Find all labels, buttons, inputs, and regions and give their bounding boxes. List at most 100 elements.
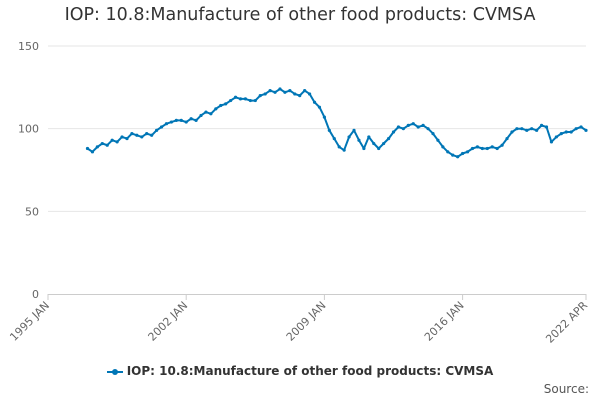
data-point[interactable] [500, 143, 504, 147]
data-point[interactable] [248, 98, 252, 103]
data-point[interactable] [327, 128, 331, 132]
data-point[interactable] [535, 128, 539, 132]
data-point[interactable] [495, 146, 499, 151]
data-point[interactable] [372, 141, 376, 146]
data-point[interactable] [169, 120, 173, 124]
data-point[interactable] [293, 92, 297, 96]
data-point[interactable] [214, 107, 218, 111]
data-point[interactable] [110, 138, 114, 142]
data-point[interactable] [421, 123, 425, 127]
data-point[interactable] [559, 132, 563, 136]
data-point[interactable] [209, 112, 213, 116]
data-point[interactable] [278, 87, 282, 91]
data-point[interactable] [357, 138, 361, 142]
data-point[interactable] [416, 125, 420, 129]
data-point[interactable] [436, 138, 440, 142]
data-point[interactable] [564, 130, 568, 134]
data-point[interactable] [342, 148, 346, 152]
data-point[interactable] [574, 127, 578, 131]
data-point[interactable] [406, 123, 410, 127]
data-point[interactable] [154, 128, 159, 132]
data-point[interactable] [431, 132, 435, 136]
data-point[interactable] [386, 136, 391, 141]
data-point[interactable] [475, 145, 480, 149]
data-point[interactable] [229, 98, 233, 103]
data-point[interactable] [204, 110, 208, 114]
data-point[interactable] [490, 145, 494, 149]
data-point[interactable] [135, 133, 139, 137]
data-point[interactable] [253, 98, 257, 103]
data-point[interactable] [115, 140, 119, 144]
data-point[interactable] [199, 113, 203, 118]
data-point[interactable] [579, 125, 583, 129]
data-point[interactable] [377, 146, 381, 151]
data-point[interactable] [95, 145, 99, 149]
data-point[interactable] [105, 143, 109, 147]
data-point[interactable] [100, 141, 104, 146]
data-point[interactable] [525, 128, 529, 132]
data-point[interactable] [549, 140, 554, 144]
data-point[interactable] [461, 151, 465, 156]
data-point[interactable] [426, 127, 430, 131]
data-point[interactable] [441, 145, 445, 149]
data-point[interactable] [451, 153, 455, 157]
data-point[interactable] [283, 90, 287, 94]
data-point[interactable] [362, 146, 366, 151]
data-point[interactable] [150, 133, 154, 137]
data-point[interactable] [140, 135, 144, 139]
data-point[interactable] [391, 130, 396, 134]
data-point[interactable] [189, 117, 193, 121]
data-point[interactable] [224, 102, 228, 106]
data-point[interactable] [337, 145, 341, 149]
data-point[interactable] [184, 120, 188, 124]
data-point[interactable] [515, 127, 519, 131]
data-point[interactable] [85, 146, 90, 151]
data-point[interactable] [367, 135, 371, 139]
data-point[interactable] [120, 135, 124, 139]
chart-legend[interactable]: IOP: 10.8:Manufacture of other food prod… [0, 364, 600, 378]
data-point[interactable] [303, 89, 307, 93]
data-point[interactable] [520, 127, 524, 131]
data-point[interactable] [539, 123, 544, 127]
data-point[interactable] [411, 122, 415, 126]
data-point[interactable] [298, 94, 302, 98]
data-point[interactable] [485, 146, 489, 151]
data-point[interactable] [505, 136, 509, 141]
data-point[interactable] [125, 136, 129, 141]
data-point[interactable] [530, 127, 534, 131]
data-point[interactable] [569, 130, 573, 134]
data-point[interactable] [159, 125, 164, 129]
data-point[interactable] [446, 150, 450, 154]
data-point[interactable] [263, 92, 267, 96]
data-point[interactable] [382, 141, 386, 146]
data-point[interactable] [584, 128, 588, 132]
data-point[interactable] [322, 115, 327, 119]
data-point[interactable] [219, 103, 223, 108]
data-point[interactable] [268, 89, 272, 93]
data-point[interactable] [465, 150, 470, 154]
data-point[interactable] [470, 146, 475, 151]
data-point[interactable] [130, 132, 134, 136]
data-point[interactable] [238, 97, 243, 101]
data-point[interactable] [317, 105, 322, 109]
data-point[interactable] [145, 132, 149, 136]
data-point[interactable] [258, 94, 262, 98]
data-point[interactable] [233, 95, 238, 99]
data-point[interactable] [174, 118, 178, 122]
data-point[interactable] [243, 97, 248, 101]
data-point[interactable] [90, 150, 95, 154]
data-point[interactable] [456, 155, 460, 159]
data-point[interactable] [312, 100, 317, 104]
data-point[interactable] [480, 146, 484, 151]
data-point[interactable] [401, 127, 405, 131]
data-point[interactable] [510, 130, 514, 134]
data-point[interactable] [352, 128, 356, 132]
data-point[interactable] [307, 92, 312, 96]
data-point[interactable] [179, 118, 183, 122]
data-point[interactable] [554, 135, 558, 139]
data-point[interactable] [288, 89, 292, 93]
data-point[interactable] [332, 136, 336, 141]
data-point[interactable] [164, 122, 169, 126]
data-point[interactable] [273, 90, 277, 94]
data-point[interactable] [347, 135, 351, 139]
